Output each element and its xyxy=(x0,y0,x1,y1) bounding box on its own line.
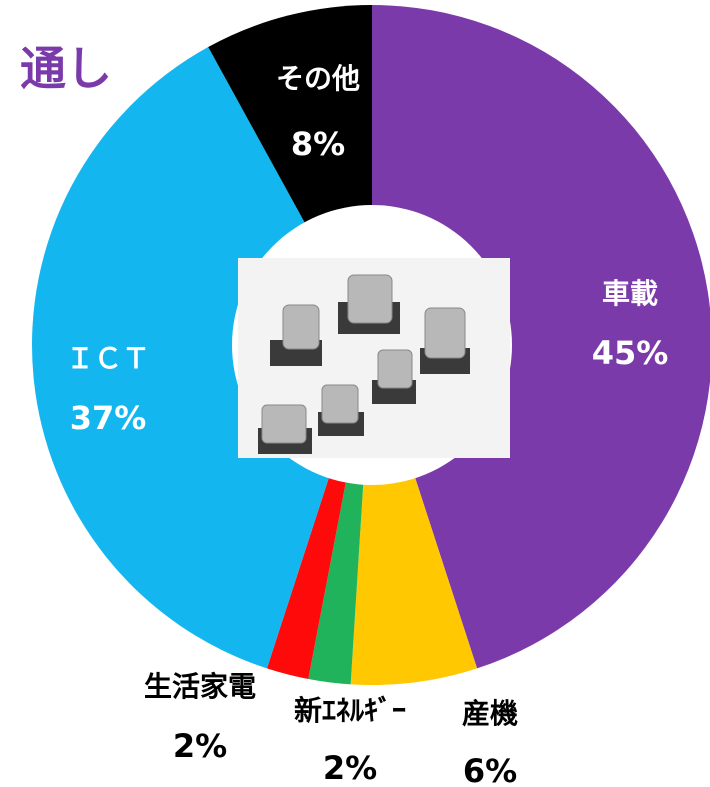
slice-label: 生活家電 xyxy=(144,670,256,703)
slice-value-label: 8% xyxy=(291,125,345,163)
slice-value-label: 6% xyxy=(463,752,517,787)
slice-label: 産機 xyxy=(462,697,518,730)
product-photo xyxy=(238,258,510,458)
chart-title: 通し xyxy=(20,42,112,96)
slice-value-label: 2% xyxy=(323,749,377,787)
slice xyxy=(372,5,710,669)
slice-value-label: 2% xyxy=(173,727,227,765)
slice-value-label: 45% xyxy=(592,334,669,372)
slice-label: 新ｴﾈﾙｷﾞｰ xyxy=(294,694,406,727)
slice-label: 車載 xyxy=(602,277,658,310)
slice xyxy=(32,47,373,669)
slice-label: ＩＣＴ xyxy=(66,342,150,375)
slice-value-label: 37% xyxy=(70,399,147,437)
slice-label: その他 xyxy=(276,62,360,95)
